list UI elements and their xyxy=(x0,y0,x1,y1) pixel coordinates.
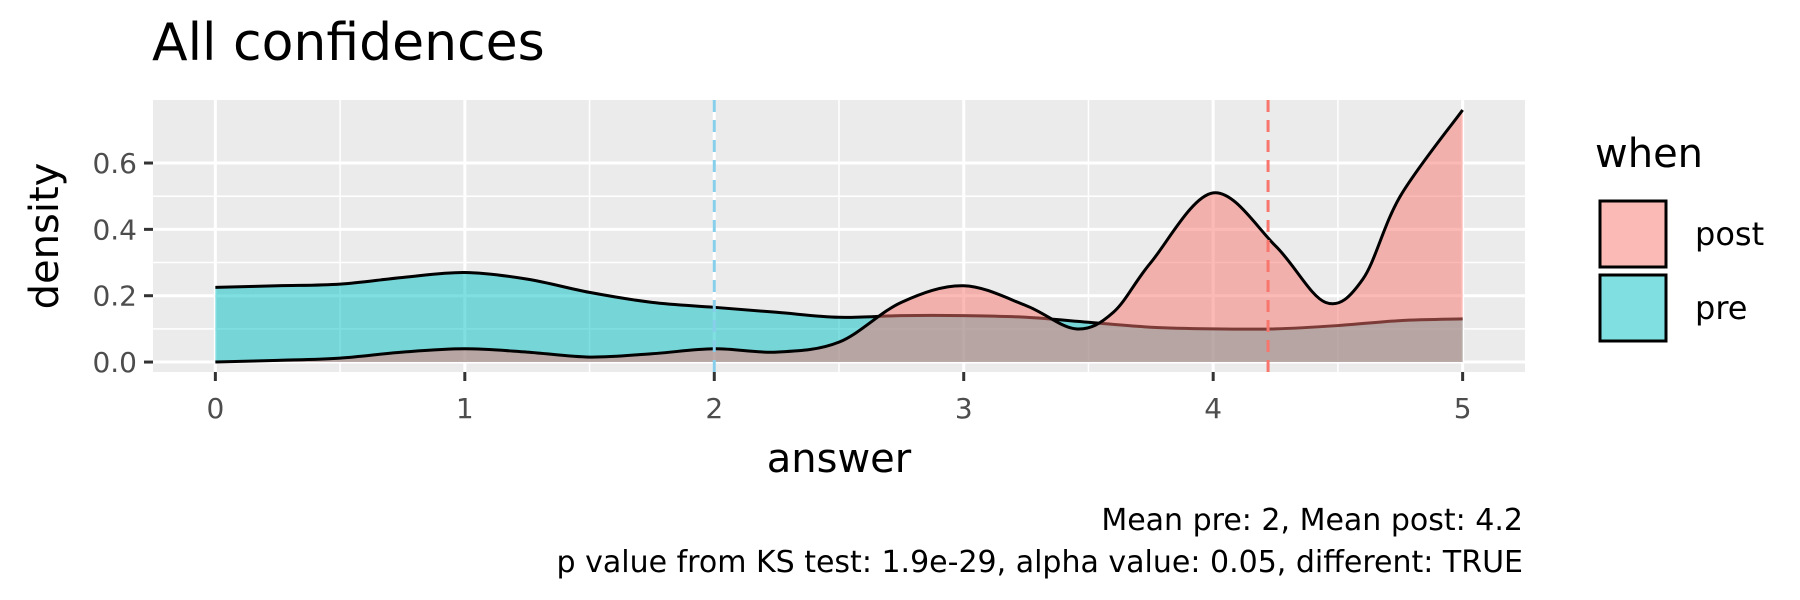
caption-line-means: Mean pre: 2, Mean post: 4.2 xyxy=(1101,503,1523,538)
legend-key-post xyxy=(1598,199,1668,269)
x-tick-label: 3 xyxy=(955,392,973,425)
x-axis-title: answer xyxy=(767,436,912,482)
x-tick-label: 5 xyxy=(1454,392,1472,425)
density-line-post xyxy=(215,109,1464,364)
caption-line-ks-test: p value from KS test: 1.9e-29, alpha val… xyxy=(557,545,1523,580)
y-axis: 0.0 0.2 0.4 0.6 xyxy=(92,147,153,379)
y-tick-label: 0.2 xyxy=(92,280,137,313)
x-axis: 0 1 2 3 4 5 xyxy=(206,372,1472,425)
y-axis-title: density xyxy=(22,163,68,310)
legend-label-post: post xyxy=(1695,215,1764,253)
legend-label-pre: pre xyxy=(1695,289,1747,327)
x-tick-label: 4 xyxy=(1204,392,1222,425)
x-tick-label: 2 xyxy=(705,392,723,425)
chart-title: All confidences xyxy=(152,13,545,73)
y-tick-label: 0.0 xyxy=(92,346,137,379)
density-area-post xyxy=(215,109,1463,363)
legend-key-pre xyxy=(1598,273,1668,343)
legend: when post pre xyxy=(1595,131,1764,343)
legend-title: when xyxy=(1595,131,1703,177)
y-tick-label: 0.6 xyxy=(92,147,137,180)
caption: Mean pre: 2, Mean post: 4.2 p value from… xyxy=(557,503,1523,580)
density-areas xyxy=(215,109,1464,364)
x-tick-label: 1 xyxy=(456,392,474,425)
y-tick-label: 0.4 xyxy=(92,213,137,246)
x-tick-label: 0 xyxy=(206,392,224,425)
mean-lines xyxy=(712,100,1270,372)
